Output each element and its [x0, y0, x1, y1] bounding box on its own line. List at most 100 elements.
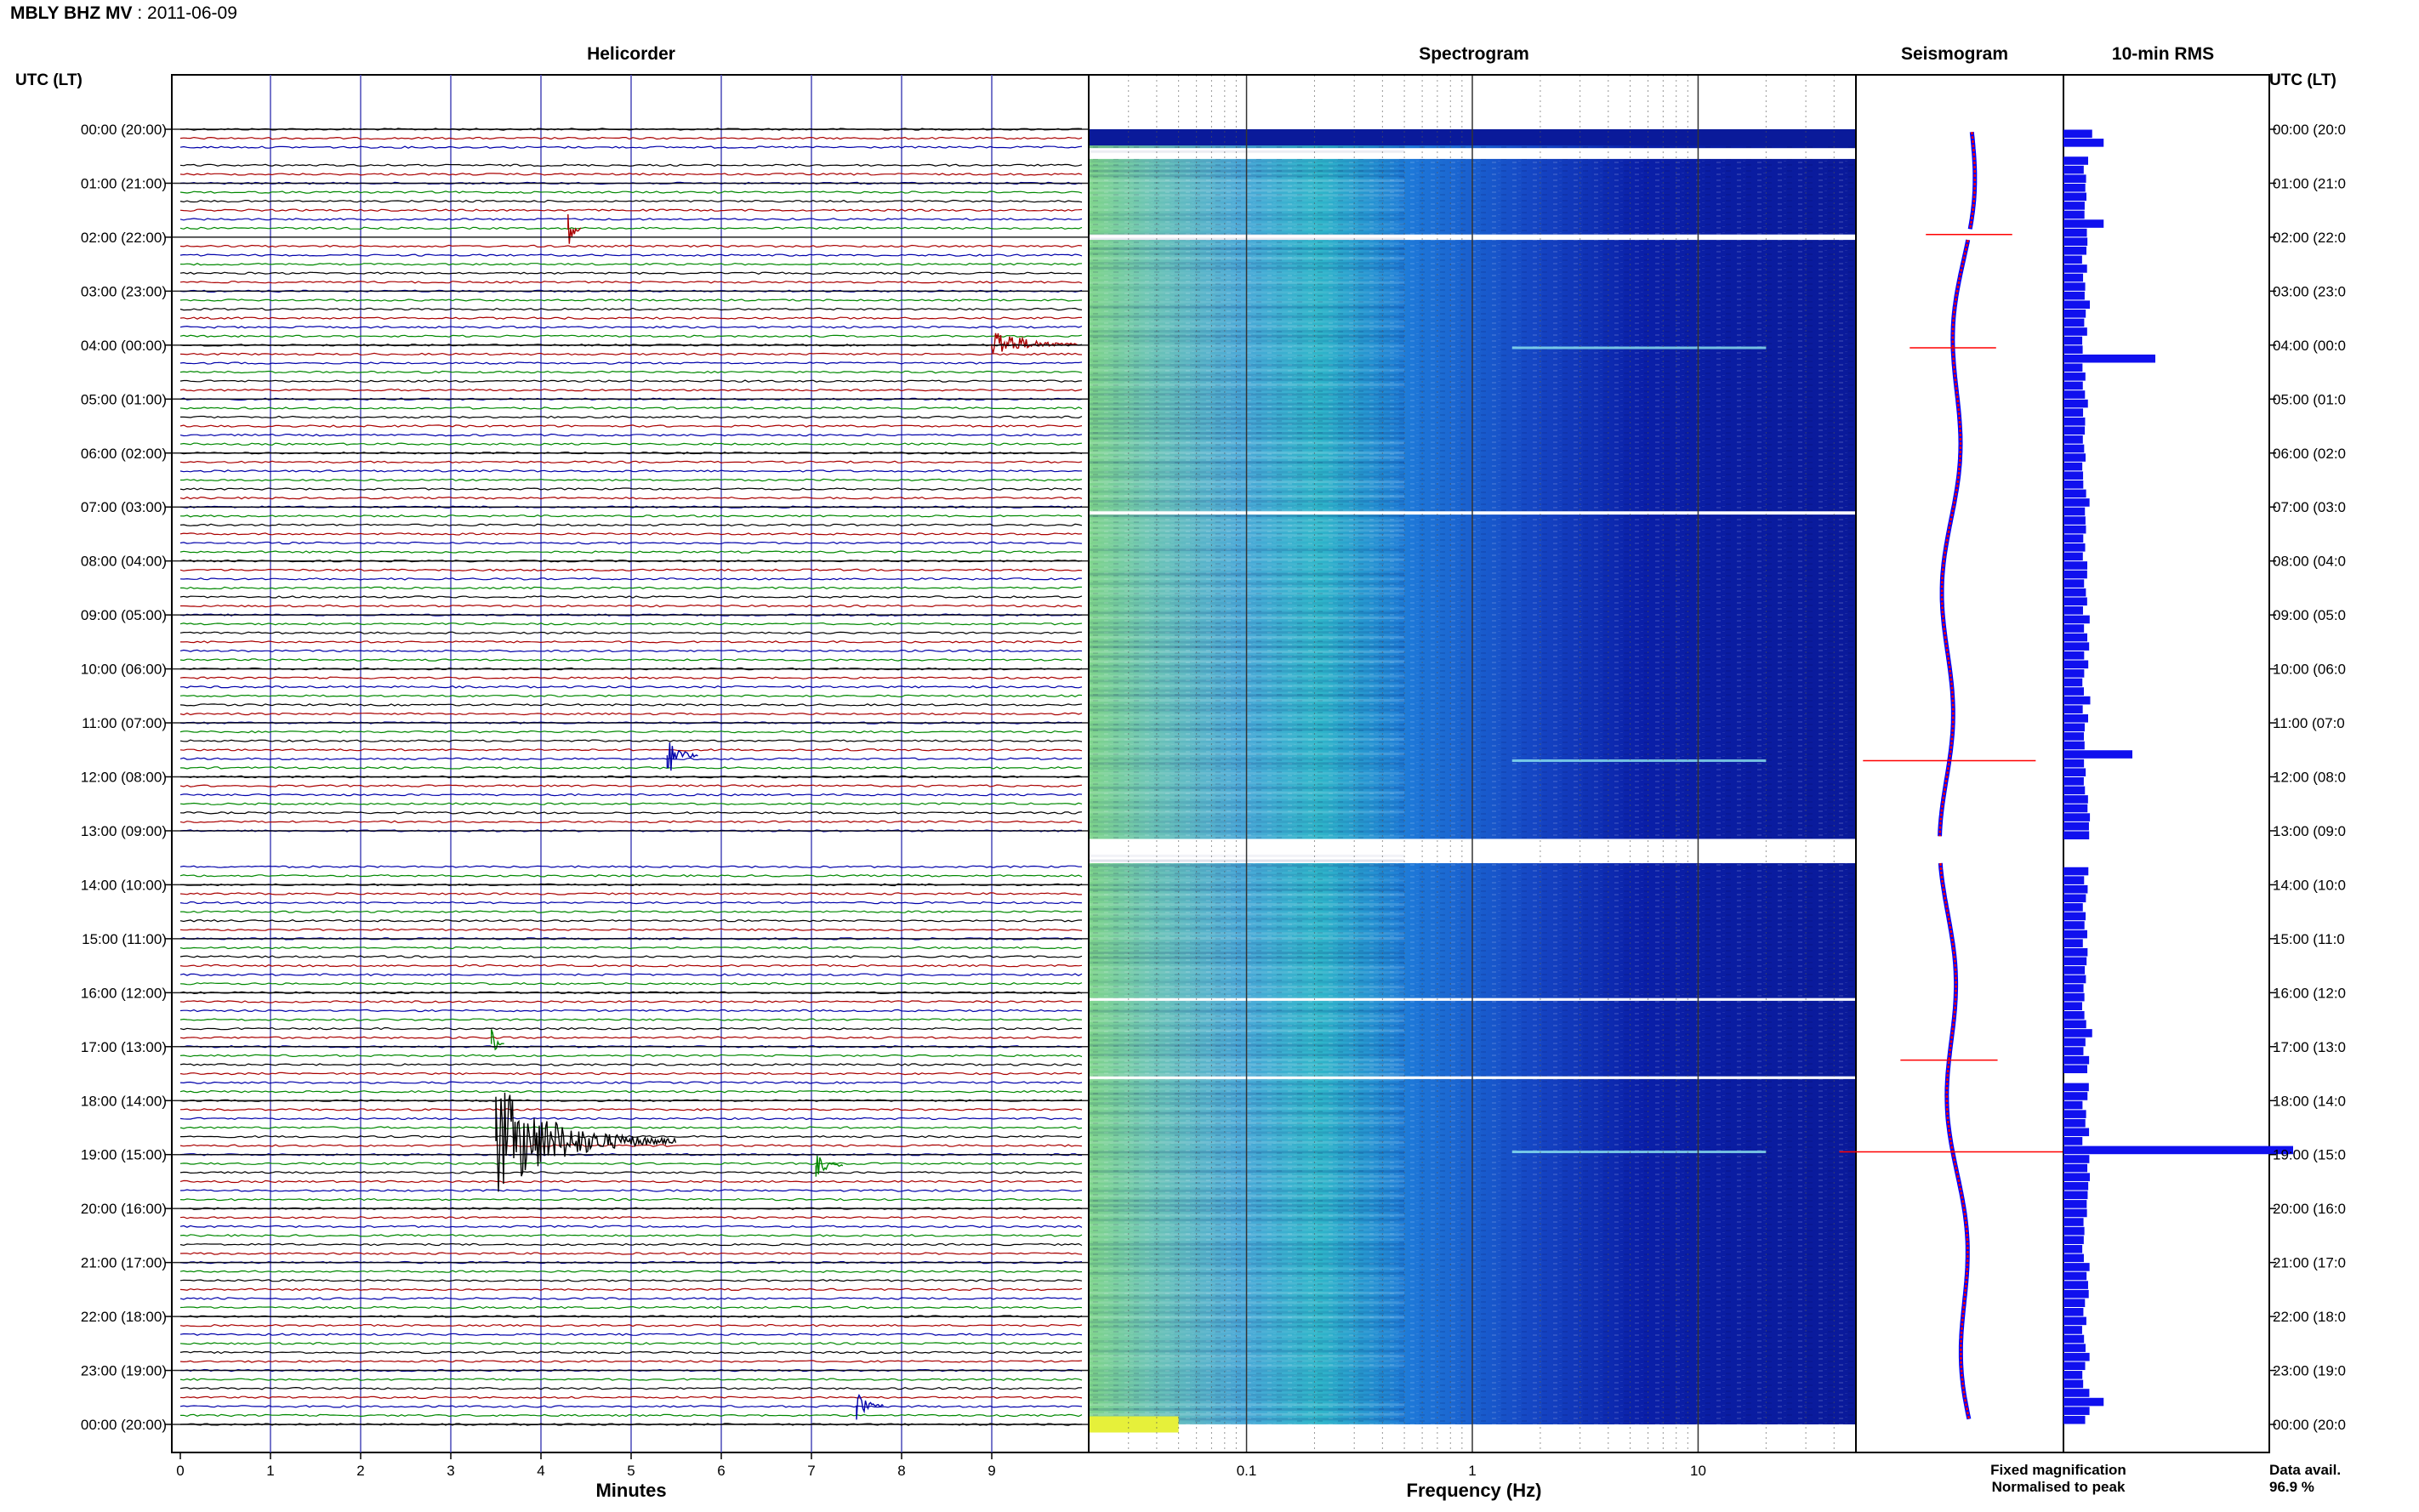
trace-line — [179, 334, 1083, 338]
rms-bar — [2063, 1092, 2088, 1100]
rms-bar — [2063, 1389, 2090, 1397]
rms-bar — [2063, 1344, 2086, 1352]
minute-tick-label: 2 — [356, 1463, 364, 1479]
trace-line — [179, 1171, 1083, 1174]
rms-bar — [2063, 282, 2086, 291]
trace-line — [179, 325, 1083, 329]
event-waveform — [491, 1029, 504, 1051]
rms-bar — [2063, 651, 2085, 660]
rms-bar — [2063, 777, 2084, 786]
rms-bar — [2063, 624, 2085, 633]
trace-line — [180, 478, 1083, 482]
trace-line — [179, 676, 1083, 679]
left-hour-label: 12:00 (08:00) — [81, 770, 167, 786]
rms-bar — [2063, 903, 2083, 912]
rms-bar — [2063, 1065, 2088, 1074]
right-hour-label: 04:00 (00:0 — [2273, 338, 2346, 354]
rms-bar — [2063, 1299, 2086, 1308]
rms-bar — [2063, 732, 2085, 741]
rms-bar — [2063, 1316, 2086, 1326]
minute-tick-label: 6 — [717, 1463, 725, 1479]
trace-line — [179, 253, 1083, 257]
rms-bar — [2063, 417, 2086, 426]
rms-bar — [2063, 1145, 2293, 1155]
rms-bar — [2063, 516, 2086, 525]
trace-line — [179, 586, 1083, 590]
trace-line — [179, 173, 1083, 176]
seismogram-title: Seismogram — [1901, 44, 2008, 64]
rms-bar — [2063, 507, 2086, 516]
rms-bar — [2063, 966, 2086, 975]
minutes-axis-label: Minutes — [595, 1480, 666, 1501]
rms-bar — [2063, 1407, 2090, 1415]
right-axis-label: UTC (LT) — [2269, 71, 2336, 89]
left-hour-label: 22:00 (18:00) — [81, 1309, 167, 1325]
right-hour-label: 10:00 (06:0 — [2273, 662, 2346, 678]
trace-line — [179, 550, 1083, 554]
rms-bar — [2063, 310, 2086, 318]
spectrogram-title: Spectrogram — [1419, 44, 1529, 64]
rms-bar — [2063, 462, 2083, 471]
rms-bar — [2063, 1334, 2085, 1344]
trace-line — [179, 766, 1083, 770]
trace-line — [179, 514, 1083, 518]
trace-line — [179, 892, 1083, 895]
event-waveform — [666, 742, 698, 771]
trace-line — [179, 370, 1083, 374]
trace-line — [179, 874, 1083, 878]
trace-line — [179, 1117, 1083, 1121]
rms-bar — [2063, 498, 2090, 507]
right-hour-label: 11:00 (07:0 — [2273, 715, 2345, 731]
event-waveform — [567, 213, 582, 244]
left-hour-label: 00:00 (20:00) — [81, 122, 167, 138]
trace-line — [179, 281, 1083, 284]
rms-bar — [2063, 165, 2084, 174]
trace-line — [179, 1279, 1083, 1282]
trace-line — [179, 1305, 1083, 1310]
rms-bar — [2063, 129, 2092, 139]
rms-bar — [2063, 471, 2084, 480]
rms-bar — [2063, 984, 2084, 992]
rms-bar — [2063, 1263, 2090, 1271]
trace-line — [179, 163, 1083, 168]
trace-line — [179, 703, 1083, 707]
rms-bar — [2063, 291, 2085, 300]
trace-line — [179, 820, 1083, 824]
rms-panel — [2063, 74, 2293, 1453]
rms-bar — [2063, 543, 2086, 552]
left-hour-label: 10:00 (06:00) — [81, 662, 167, 678]
right-hour-label: 15:00 (11:0 — [2273, 931, 2345, 947]
trace-line — [179, 1189, 1083, 1192]
trace-line — [179, 1360, 1083, 1363]
trace-line — [179, 1287, 1083, 1292]
rms-bar — [2063, 1137, 2083, 1145]
rms-bar — [2063, 759, 2085, 768]
trace-line — [179, 802, 1083, 805]
data-availability-label: Data avail. — [2269, 1462, 2341, 1478]
trace-line — [179, 1089, 1083, 1094]
trace-line — [179, 1162, 1083, 1166]
rms-bar — [2063, 921, 2085, 929]
rms-bar — [2063, 318, 2085, 327]
rms-bar — [2063, 1173, 2090, 1181]
rms-bar — [2063, 579, 2085, 588]
left-hour-label: 02:00 (22:00) — [81, 230, 167, 246]
rms-bar — [2063, 390, 2086, 399]
rms-bar — [2063, 228, 2087, 237]
trace-line — [179, 316, 1082, 320]
rms-bar — [2063, 1083, 2089, 1092]
right-hour-label: 17:00 (13:0 — [2273, 1039, 2346, 1055]
minute-tick-label: 9 — [988, 1463, 995, 1479]
trace-line — [180, 910, 1083, 913]
trace-line — [179, 1297, 1083, 1300]
trace-line — [179, 523, 1083, 527]
right-hour-label: 03:00 (23:0 — [2273, 283, 2346, 299]
trace-line — [179, 307, 1083, 311]
left-hour-label: 18:00 (14:00) — [81, 1093, 167, 1109]
trace-line — [179, 928, 1083, 932]
trace-line — [179, 982, 1083, 986]
trace-line — [180, 685, 1083, 689]
right-hour-label: 20:00 (16:0 — [2273, 1201, 2346, 1217]
trace-line — [179, 748, 1083, 752]
rms-bar — [2063, 1020, 2086, 1029]
